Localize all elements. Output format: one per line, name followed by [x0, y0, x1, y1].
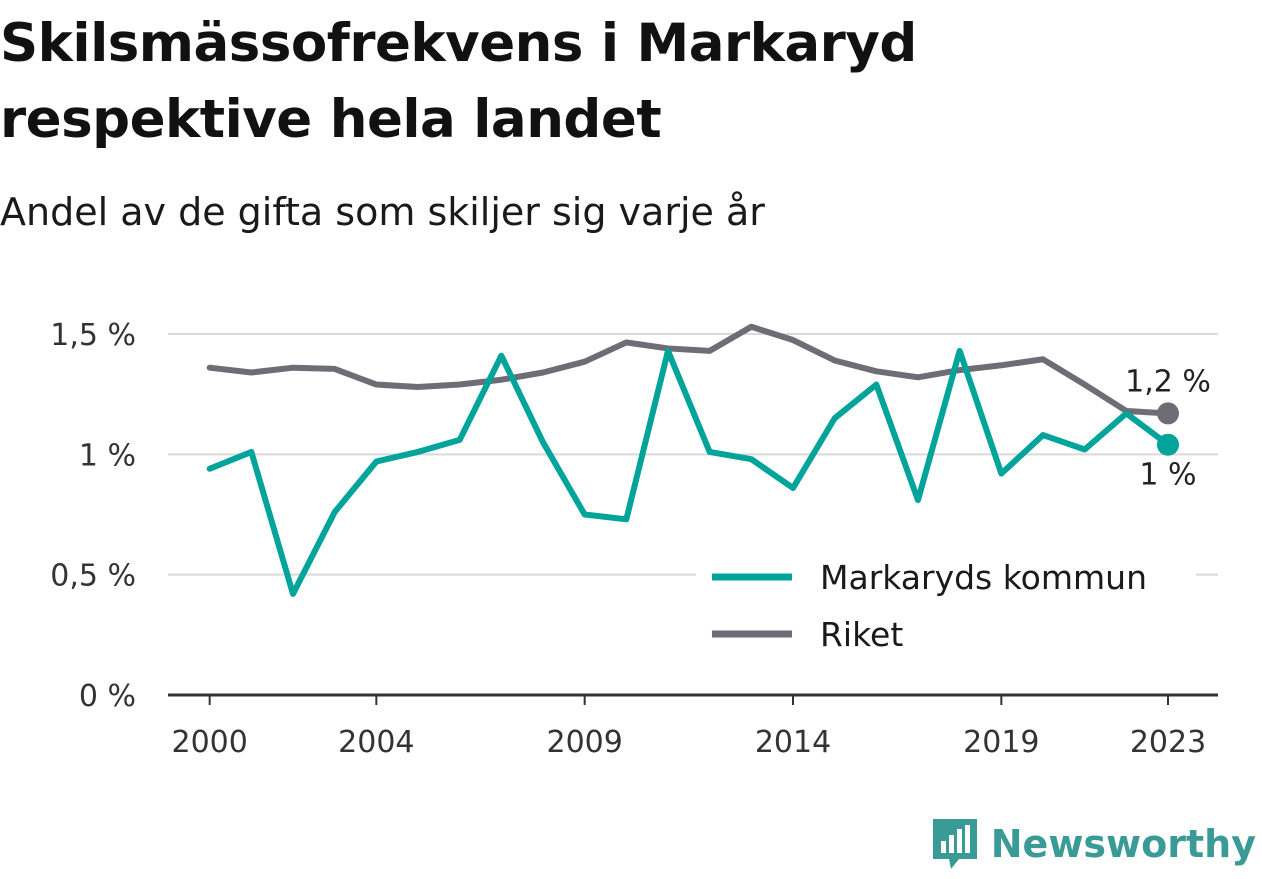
- x-tick-label: 2000: [171, 725, 247, 760]
- series-lines: [206, 323, 1179, 597]
- x-axis: 2000 2004 2009 2014 2019 2023: [168, 693, 1218, 760]
- brand-logo: Newsworthy: [929, 815, 1256, 873]
- end-label-0: 1 %: [1139, 458, 1196, 493]
- x-tick-label: 2014: [755, 725, 831, 760]
- x-tick-label: 2009: [546, 725, 622, 760]
- end-labels: 1 % 1,2 %: [1125, 364, 1211, 492]
- x-tick-label: 2023: [1130, 725, 1206, 760]
- x-tick-label: 2019: [963, 725, 1039, 760]
- legend: Markaryds kommun Riket: [696, 549, 1196, 656]
- newsworthy-logo-icon: [932, 819, 977, 869]
- y-tick-label: 0 %: [79, 679, 136, 714]
- y-axis-ticks: 0 % 0,5 % 1 % 1,5 %: [50, 318, 136, 714]
- series-end-point-1: [1157, 402, 1179, 425]
- x-tick-label: 2004: [338, 725, 414, 760]
- series-end-point-0: [1157, 433, 1179, 456]
- y-tick-label: 0,5 %: [50, 559, 136, 594]
- series-line-0: [206, 347, 1171, 597]
- legend-label-0: Markaryds kommun: [820, 558, 1147, 597]
- legend-label-1: Riket: [820, 615, 903, 654]
- chart-title: Skilsmässofrekvens i Markaryd respektive…: [0, 13, 917, 150]
- brand-name: Newsworthy: [990, 822, 1256, 866]
- y-tick-label: 1 %: [79, 438, 136, 473]
- y-tick-label: 1,5 %: [50, 318, 136, 353]
- chart-subtitle: Andel av de gifta som skiljer sig varje …: [0, 190, 765, 234]
- end-label-1: 1,2 %: [1125, 364, 1211, 399]
- series-line-1: [206, 323, 1171, 417]
